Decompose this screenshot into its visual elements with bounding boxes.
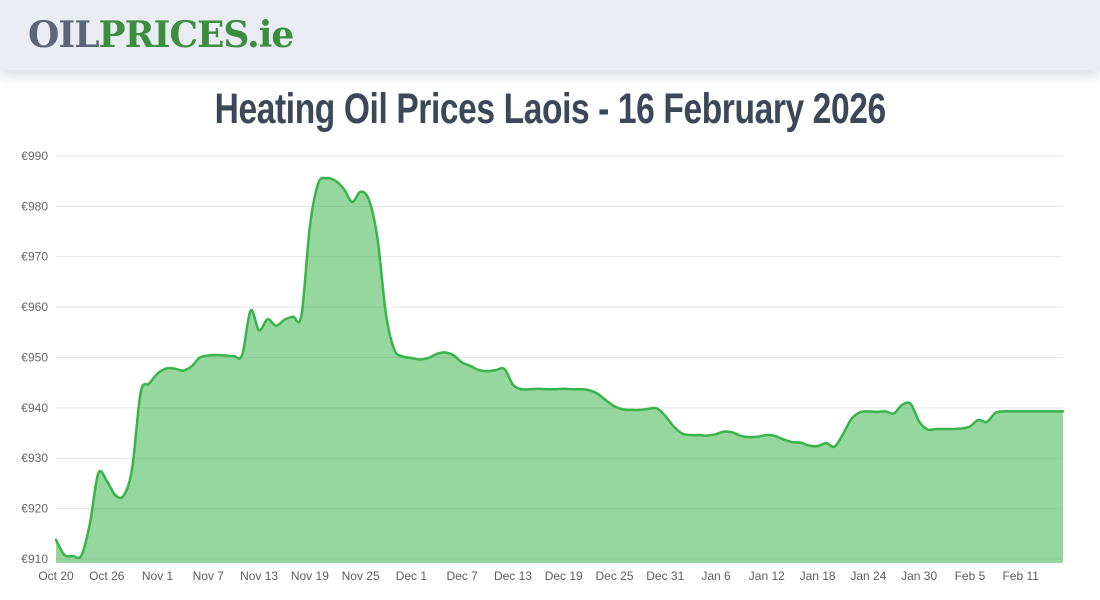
y-tick-label: €980 [21, 199, 48, 213]
x-tick-label: Oct 20 [38, 569, 74, 583]
x-tick-label: Jan 12 [749, 569, 785, 583]
x-tick-label: Dec 1 [396, 569, 428, 583]
y-tick-label: €920 [21, 502, 48, 516]
y-tick-label: €910 [21, 552, 48, 566]
price-chart: €910 €920 €930 €940 €950 €960 €970 €980 €990 Oct … [0, 145, 1100, 600]
x-tick-label: Dec 7 [447, 569, 479, 583]
x-tick-label: Jan 6 [701, 569, 731, 583]
x-tick-label: Nov 7 [193, 569, 225, 583]
header-bar: OILPRICES.ie [0, 0, 1100, 70]
logo[interactable]: OILPRICES.ie [28, 14, 294, 56]
x-tick-label: Jan 30 [901, 569, 937, 583]
price-chart-svg: €910 €920 €930 €940 €950 €960 €970 €980 €990 Oct … [21, 149, 1065, 583]
x-tick-label: Dec 31 [646, 569, 684, 583]
x-tick-label: Feb 11 [1002, 569, 1039, 583]
page-title: Heating Oil Prices Laois - 16 February 2… [0, 85, 1100, 133]
logo-text-tld: .ie [247, 14, 294, 56]
x-tick-label: Jan 18 [800, 569, 836, 583]
y-tick-label: €970 [21, 250, 48, 264]
logo-text-oil: OIL [28, 14, 100, 56]
price-area [56, 177, 1063, 563]
x-tick-label: Nov 13 [240, 569, 278, 583]
x-tick-label: Nov 1 [142, 569, 174, 583]
page-title-text: Heating Oil Prices Laois - 16 February 2… [214, 85, 886, 133]
y-tick-label: €930 [21, 451, 48, 465]
y-tick-label: €950 [21, 350, 48, 364]
x-tick-label: Dec 19 [545, 569, 583, 583]
x-tick-label: Feb 5 [955, 569, 986, 583]
x-tick-label: Nov 25 [342, 569, 380, 583]
y-tick-label: €940 [21, 401, 48, 415]
price-line [54, 176, 1065, 560]
logo-text-prices: PRICES [98, 14, 249, 56]
y-tick-label: €990 [21, 149, 48, 163]
x-tick-label: Dec 13 [494, 569, 532, 583]
x-tick-label: Oct 26 [89, 569, 125, 583]
x-tick-label: Dec 25 [595, 569, 633, 583]
x-tick-label: Nov 19 [291, 569, 329, 583]
y-tick-label: €960 [21, 300, 48, 314]
x-tick-label: Jan 24 [850, 569, 886, 583]
